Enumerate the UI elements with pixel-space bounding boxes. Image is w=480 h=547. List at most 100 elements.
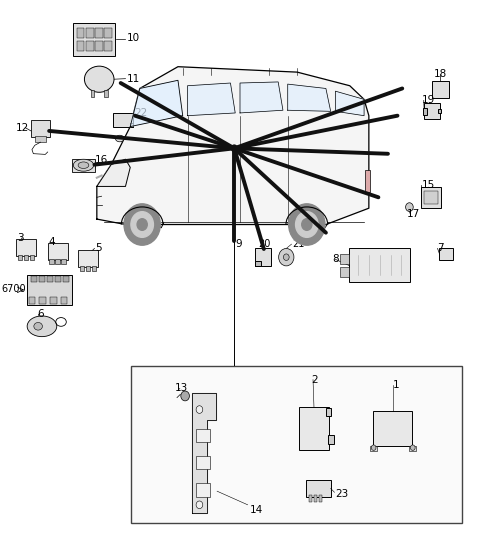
- Bar: [29, 298, 35, 304]
- Bar: [424, 103, 440, 119]
- Text: 6: 6: [37, 309, 44, 319]
- Bar: [423, 108, 427, 114]
- Bar: [61, 259, 66, 264]
- Bar: [16, 239, 36, 256]
- Ellipse shape: [78, 162, 89, 168]
- Text: 18: 18: [434, 69, 447, 79]
- Text: 7: 7: [437, 243, 443, 253]
- Bar: [105, 41, 112, 51]
- Polygon shape: [336, 91, 364, 115]
- Polygon shape: [192, 393, 216, 513]
- Text: 5: 5: [96, 243, 102, 253]
- Bar: [91, 90, 95, 97]
- Circle shape: [283, 254, 289, 260]
- Polygon shape: [130, 80, 183, 126]
- Bar: [73, 23, 116, 56]
- Bar: [35, 136, 46, 142]
- Circle shape: [371, 445, 376, 450]
- Bar: [38, 276, 45, 282]
- Text: 12: 12: [16, 123, 29, 133]
- Bar: [48, 243, 68, 260]
- Bar: [370, 446, 377, 451]
- Circle shape: [196, 501, 203, 509]
- Bar: [96, 41, 103, 51]
- Circle shape: [131, 212, 154, 237]
- Bar: [32, 120, 49, 137]
- Bar: [349, 248, 410, 282]
- Circle shape: [124, 204, 160, 245]
- Polygon shape: [97, 159, 130, 187]
- Circle shape: [196, 406, 203, 414]
- Bar: [80, 266, 84, 271]
- Bar: [27, 275, 72, 305]
- Text: 20: 20: [259, 239, 271, 249]
- Bar: [196, 456, 210, 469]
- Polygon shape: [188, 83, 235, 115]
- Bar: [30, 255, 35, 260]
- Bar: [56, 259, 60, 264]
- Bar: [196, 429, 210, 442]
- Bar: [309, 495, 312, 502]
- Bar: [438, 109, 442, 113]
- Bar: [255, 261, 261, 266]
- Circle shape: [231, 145, 237, 152]
- Bar: [373, 411, 412, 446]
- Text: 9: 9: [236, 238, 242, 248]
- Text: 17: 17: [407, 209, 420, 219]
- Bar: [49, 259, 54, 264]
- Circle shape: [410, 445, 415, 450]
- Bar: [104, 90, 108, 97]
- Polygon shape: [288, 84, 331, 112]
- Bar: [113, 113, 133, 127]
- Bar: [72, 159, 96, 172]
- Bar: [86, 41, 94, 51]
- Text: 15: 15: [421, 180, 434, 190]
- Bar: [105, 28, 112, 38]
- Bar: [130, 123, 132, 127]
- Text: 16: 16: [95, 155, 108, 165]
- Bar: [86, 266, 90, 271]
- Text: 3: 3: [17, 233, 24, 243]
- Text: 11: 11: [126, 74, 140, 84]
- Bar: [424, 191, 438, 204]
- Bar: [31, 276, 36, 282]
- Circle shape: [296, 212, 318, 237]
- Text: 10: 10: [127, 33, 140, 43]
- Ellipse shape: [73, 159, 94, 171]
- Circle shape: [181, 391, 190, 401]
- Bar: [55, 276, 60, 282]
- Text: 2: 2: [312, 375, 318, 385]
- Ellipse shape: [84, 66, 114, 92]
- Bar: [306, 480, 331, 497]
- Circle shape: [406, 203, 413, 212]
- Bar: [421, 187, 441, 208]
- Bar: [432, 82, 448, 98]
- Bar: [39, 298, 46, 304]
- Text: 23: 23: [336, 489, 348, 499]
- Text: 13: 13: [175, 383, 188, 393]
- Text: 8: 8: [333, 254, 339, 264]
- Text: 1: 1: [393, 380, 399, 390]
- Bar: [319, 495, 322, 502]
- Ellipse shape: [116, 135, 124, 142]
- Bar: [47, 276, 53, 282]
- Bar: [340, 253, 349, 264]
- Text: 6700: 6700: [1, 284, 26, 294]
- Bar: [24, 255, 28, 260]
- Bar: [328, 434, 334, 444]
- Bar: [77, 28, 84, 38]
- Bar: [77, 41, 84, 51]
- Bar: [78, 249, 98, 267]
- Bar: [131, 366, 462, 523]
- Bar: [86, 28, 94, 38]
- Bar: [365, 170, 370, 192]
- Bar: [50, 298, 57, 304]
- Bar: [409, 446, 416, 451]
- Text: 22: 22: [134, 108, 147, 118]
- Bar: [326, 408, 331, 416]
- Bar: [62, 276, 69, 282]
- Polygon shape: [97, 67, 369, 224]
- Circle shape: [288, 204, 325, 245]
- Circle shape: [279, 248, 294, 266]
- Bar: [96, 28, 103, 38]
